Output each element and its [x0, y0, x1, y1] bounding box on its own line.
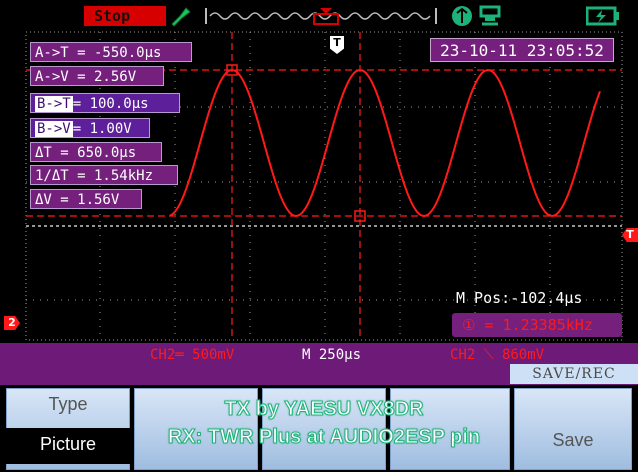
cursor-a-marker [226, 64, 238, 76]
trigger-readout[interactable]: CH2 ⟍ 860mV [450, 347, 545, 363]
softkey-4[interactable] [390, 388, 510, 470]
trigger-icon [452, 6, 472, 26]
measure-b-voltage-tag: B->V [35, 121, 73, 137]
measure-b-time-tag: B->T [35, 96, 73, 112]
caption-line-2: RX: TWR Plus at AUDIO2ESP pin [167, 426, 481, 449]
measure-delta-voltage-value: ΔV = 1.56V [35, 192, 120, 208]
type-label: Type [48, 394, 88, 414]
measure-a-voltage: A->V = 2.56V [30, 66, 164, 86]
graticule-grid [26, 32, 622, 340]
battery-icon [586, 6, 619, 26]
measure-b-voltage: B->V = 1.00V [30, 118, 150, 138]
type-value-background [6, 428, 130, 464]
trigger-position-marker[interactable]: T [330, 36, 344, 54]
measure-b-time-value: = 100.0µs [72, 96, 149, 112]
memory-position-indicator [205, 8, 437, 25]
measure-inverse-delta-time: 1/ΔT = 1.54kHz [30, 165, 178, 185]
run-status-badge[interactable]: Stop [84, 6, 166, 26]
cursor-b-marker [354, 210, 366, 222]
usb-icon [479, 5, 501, 26]
softkey-2[interactable] [134, 388, 258, 470]
measure-b-time: B->T = 100.0µs [30, 93, 180, 113]
caption-line-1: TX by YAESU VX8DR [224, 398, 424, 421]
measure-delta-voltage: ΔV = 1.56V [30, 189, 142, 209]
ch2-scale-readout[interactable]: CH2═ 500mV [150, 347, 235, 363]
ch2-trace [169, 68, 601, 218]
measure-a-time-value: A->T = -550.0µs [35, 45, 162, 61]
trigger-level-marker[interactable]: T [622, 228, 638, 242]
softkey-save[interactable] [514, 388, 632, 470]
save-button-label: Save [552, 430, 594, 450]
probe-icon [171, 7, 191, 27]
measure-a-voltage-value: A->V = 2.56V [35, 69, 137, 85]
softkey-3[interactable] [262, 388, 386, 470]
datetime-readout: 23-10-11 23:05:52 [430, 38, 614, 62]
channel2-ground-marker[interactable]: 2 [4, 316, 20, 330]
measure-inverse-delta-time-value: 1/ΔT = 1.54kHz [35, 168, 154, 184]
measure-b-voltage-value: = 1.00V [72, 121, 132, 137]
measure-a-time: A->T = -550.0µs [30, 42, 192, 62]
menu-title: SAVE/REC [510, 364, 638, 384]
memory-position-readout: M Pos:-102.4µs [456, 289, 583, 307]
measure-delta-time: ΔT = 650.0µs [30, 142, 162, 162]
measure-delta-time-value: ΔT = 650.0µs [35, 145, 137, 161]
frequency-readout: ① = 1.23385kHz [452, 313, 622, 337]
type-value: Picture [39, 434, 97, 454]
timebase-readout[interactable]: M 250µs [302, 347, 362, 363]
